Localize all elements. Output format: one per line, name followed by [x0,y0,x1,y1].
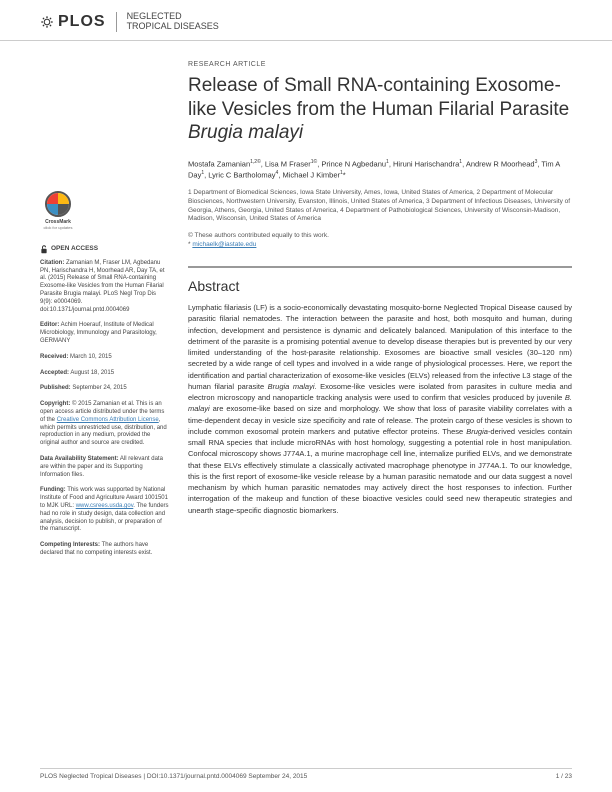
abstract-text: Lymphatic filariasis (LF) is a socio-eco… [188,302,572,516]
article-title: Release of Small RNA-containing Exosome-… [188,74,572,145]
citation-label: Citation: [40,260,64,266]
main-content: CrossMark click for updates OPEN ACCESS … [0,41,612,566]
citation-block: Citation: Zamanian M, Fraser LM, Agbedan… [40,260,170,315]
accepted-label: Accepted: [40,370,69,376]
journal-line-2: TROPICAL DISEASES [127,22,219,32]
funding-label: Funding: [40,487,66,493]
competing-block: Competing Interests: The authors have de… [40,542,170,558]
open-access-label: OPEN ACCESS [51,245,98,253]
equal-contrib-note: © These authors contributed equally to t… [188,232,572,239]
sidebar: CrossMark click for updates OPEN ACCESS … [40,61,170,566]
funding-link[interactable]: www.csrees.usda.gov [76,503,134,509]
author-list: Mostafa Zamanian1,2©, Lisa M Fraser1©, P… [188,159,572,181]
page-header: PLOS NEGLECTED TROPICAL DISEASES [0,0,612,41]
crossmark-badge[interactable]: CrossMark click for updates [40,191,76,235]
corresponding-email[interactable]: michaelk@iastate.edu [192,241,256,248]
published-label: Published: [40,385,71,391]
accepted-block: Accepted: August 18, 2015 [40,370,170,378]
published-text: September 24, 2015 [71,385,127,391]
published-block: Published: September 24, 2015 [40,385,170,393]
crossmark-sublabel: click for updates [40,225,76,230]
copyright-label: Copyright: [40,401,70,407]
data-label: Data Availability Statement: [40,456,119,462]
corresponding-note: * michaelk@iastate.edu [188,241,572,248]
cc-license-link[interactable]: Creative Commons Attribution License [57,417,159,423]
abstract-heading: Abstract [188,278,572,294]
data-availability-block: Data Availability Statement: All relevan… [40,456,170,479]
publisher-name: PLOS [58,13,106,31]
received-label: Received: [40,354,68,360]
accepted-text: August 18, 2015 [69,370,114,376]
affiliations: 1 Department of Biomedical Sciences, Iow… [188,189,572,224]
page-number: 1 / 23 [556,773,572,780]
title-text: Release of Small RNA-containing Exosome-… [188,75,569,120]
footer-citation: PLOS Neglected Tropical Diseases | DOI:1… [40,773,307,780]
open-access-badge: OPEN ACCESS [40,245,170,254]
open-lock-icon [40,245,48,254]
editor-block: Editor: Achim Hoerauf, Institute of Medi… [40,322,170,345]
journal-name: NEGLECTED TROPICAL DISEASES [116,12,219,32]
competing-label: Competing Interests: [40,542,100,548]
received-text: March 10, 2015 [68,354,111,360]
title-species: Brugia malayi [188,122,303,143]
publisher-logo: PLOS [40,13,106,31]
citation-text: Zamanian M, Fraser LM, Agbedanu PN, Hari… [40,260,165,313]
plos-icon [40,15,54,29]
funding-block: Funding: This work was supported by Nati… [40,487,170,534]
editor-label: Editor: [40,322,59,328]
page-footer: PLOS Neglected Tropical Diseases | DOI:1… [40,768,572,780]
article-body: RESEARCH ARTICLE Release of Small RNA-co… [188,61,572,566]
article-type: RESEARCH ARTICLE [188,61,572,68]
abstract-rule [188,266,572,268]
received-block: Received: March 10, 2015 [40,354,170,362]
crossmark-icon [45,191,71,217]
copyright-block: Copyright: © 2015 Zamanian et al. This i… [40,401,170,448]
